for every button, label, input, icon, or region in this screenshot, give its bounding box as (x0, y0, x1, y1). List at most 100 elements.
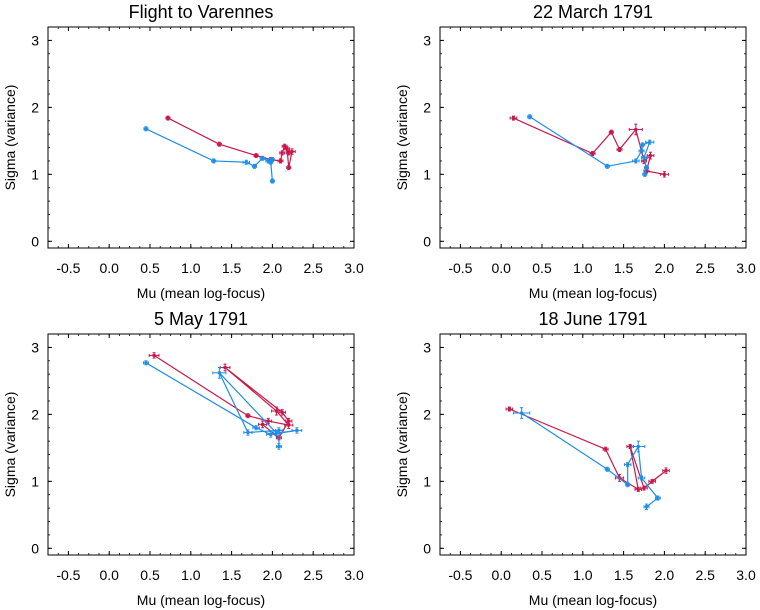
data-point (277, 158, 284, 164)
data-point (271, 406, 282, 416)
point-marker (649, 154, 653, 158)
point-marker (244, 160, 248, 164)
y-tick-label: 2 (423, 99, 431, 115)
data-point (645, 139, 655, 145)
y-tick-label: 2 (423, 406, 431, 422)
point-marker (605, 467, 609, 471)
point-marker (144, 127, 148, 131)
point-marker (609, 130, 613, 134)
data-point (646, 151, 655, 160)
data-point (143, 126, 149, 132)
data-point (286, 165, 292, 171)
series-2 (512, 407, 661, 510)
point-marker (144, 361, 148, 365)
x-tick-label: 0.0 (99, 260, 119, 276)
point-marker (152, 353, 156, 357)
data-point (284, 417, 293, 425)
data-point (654, 495, 661, 501)
x-tick-label: 1.5 (222, 260, 242, 276)
point-marker (626, 463, 630, 467)
data-point (269, 178, 275, 184)
y-axis: 0 1 2 3 (31, 32, 354, 249)
y-axis-label: Sigma (variance) (394, 392, 410, 498)
series-2 (527, 114, 655, 177)
series-1 (509, 115, 669, 178)
y-tick-label: 1 (423, 473, 431, 489)
data-point (219, 363, 231, 372)
x-tick-label: 2.0 (655, 260, 675, 276)
point-marker (269, 432, 273, 436)
y-tick-label: 1 (423, 166, 431, 182)
y-axis: 0 1 2 3 (423, 32, 746, 249)
data-point (252, 425, 260, 431)
y-axis: 0 1 2 3 (31, 339, 354, 556)
point-marker (252, 164, 256, 168)
x-tick-label: -0.5 (56, 260, 80, 276)
plot-frame (47, 26, 355, 249)
chart-title: 5 May 1791 (154, 309, 248, 329)
point-marker (254, 154, 258, 158)
x-tick-label: 3.0 (736, 260, 756, 276)
data-point (608, 129, 614, 135)
chart-panel-2: 22 March 1791 -0.5 0.0 0.5 1.0 1.5 2.0 2.5 3.0 0 1… (394, 2, 756, 301)
data-point (288, 148, 296, 155)
point-marker (664, 469, 668, 473)
point-marker (643, 172, 647, 176)
x-tick-label: 0.0 (491, 260, 511, 276)
x-tick-label: 0.5 (140, 567, 160, 583)
series-2 (143, 126, 275, 184)
series-line (509, 408, 667, 491)
y-axis-label: Sigma (variance) (394, 85, 410, 191)
x-tick-label: 1.5 (614, 260, 634, 276)
y-tick-label: 3 (423, 339, 431, 355)
data-point (641, 155, 647, 161)
x-tick-label: 2.5 (303, 567, 323, 583)
point-marker (642, 486, 646, 490)
series-1 (165, 115, 296, 171)
chart-panel-3: 5 May 1791 -0.5 0.0 0.5 1.0 1.5 2.0 2.5 3.0 0 1 2 3 M… (2, 309, 364, 608)
data-point (602, 446, 609, 452)
x-axis: -0.5 0.0 0.5 1.0 1.5 2.0 2.5 3.0 (47, 27, 364, 276)
y-axis: 0 1 2 3 (423, 339, 746, 556)
data-point (648, 478, 656, 484)
chart-title: 22 March 1791 (533, 2, 653, 22)
point-marker (269, 160, 273, 164)
point-marker (626, 483, 630, 487)
x-tick-label: 1.0 (181, 260, 201, 276)
data-point (148, 352, 160, 359)
data-point (278, 409, 286, 416)
x-axis-label: Mu (mean log-focus) (137, 285, 265, 301)
x-tick-label: 1.0 (573, 567, 593, 583)
plot-frame (47, 333, 355, 556)
x-tick-label: 2.5 (303, 260, 323, 276)
y-tick-label: 0 (423, 233, 431, 249)
data-point (659, 171, 669, 178)
x-tick-label: 3.0 (344, 260, 364, 276)
series-line (521, 412, 659, 508)
point-marker (270, 179, 274, 183)
data-point (259, 155, 266, 161)
point-marker (640, 149, 644, 153)
point-marker (628, 445, 632, 449)
data-point (643, 503, 650, 510)
data-point (165, 115, 171, 121)
point-marker (283, 144, 287, 148)
y-axis-label: Sigma (variance) (2, 392, 18, 498)
y-tick-label: 2 (31, 99, 39, 115)
data-point (643, 165, 649, 171)
point-marker (642, 156, 646, 160)
y-tick-label: 1 (31, 473, 39, 489)
data-point (632, 158, 640, 164)
data-point (512, 407, 531, 419)
x-tick-label: 2.5 (695, 260, 715, 276)
point-marker (634, 159, 638, 163)
point-marker (287, 419, 291, 423)
y-tick-label: 0 (31, 233, 39, 249)
data-point (245, 413, 251, 419)
point-marker (591, 152, 595, 156)
data-point (509, 115, 518, 121)
data-point (212, 366, 227, 379)
data-point (505, 406, 514, 412)
data-point (639, 142, 646, 148)
